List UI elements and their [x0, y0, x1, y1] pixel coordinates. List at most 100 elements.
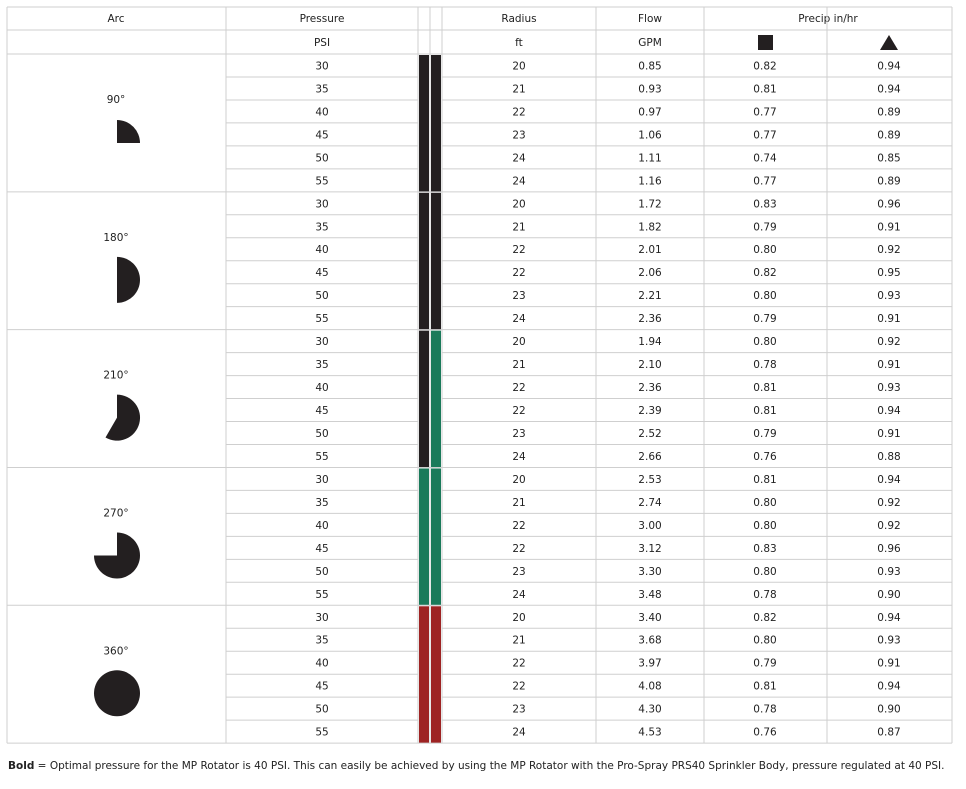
- cell: 22: [512, 681, 525, 693]
- cell: 0.91: [877, 359, 900, 371]
- cell: 0.77: [753, 129, 776, 141]
- cell: 0.96: [877, 198, 901, 210]
- cell: 0.87: [877, 727, 900, 739]
- cell: 23: [512, 704, 525, 716]
- cell: 0.74: [753, 152, 777, 164]
- cell: 0.93: [877, 635, 900, 647]
- cell: 55: [315, 313, 328, 325]
- cell: 35: [315, 83, 328, 95]
- cell: 0.91: [877, 428, 900, 440]
- cell: 0.77: [753, 175, 776, 187]
- cell: 2.53: [638, 474, 661, 486]
- cell: 3.68: [638, 635, 661, 647]
- cell: 0.94: [877, 405, 901, 417]
- header-precip: Precip in/hr: [798, 13, 858, 25]
- cell: 0.92: [877, 244, 900, 256]
- cell: 35: [315, 359, 328, 371]
- cell: 3.00: [638, 520, 661, 532]
- cell: 1.06: [638, 129, 662, 141]
- cell: 50: [315, 566, 328, 578]
- cell: 0.94: [877, 681, 901, 693]
- cell: 55: [315, 727, 328, 739]
- cell: 50: [315, 152, 328, 164]
- cell: 0.90: [877, 704, 900, 716]
- color-bar: [431, 192, 441, 330]
- cell: 0.85: [877, 152, 900, 164]
- cell: 55: [315, 175, 328, 187]
- cell: 4.08: [638, 681, 661, 693]
- cell: 0.83: [753, 543, 776, 555]
- cell: 0.79: [753, 428, 776, 440]
- cell: 2.52: [638, 428, 661, 440]
- cell: 0.93: [638, 83, 661, 95]
- cell: 4.53: [638, 727, 661, 739]
- cell: 50: [315, 704, 328, 716]
- cell: 30: [315, 336, 328, 348]
- cell: 30: [315, 612, 328, 624]
- cell: 30: [315, 474, 328, 486]
- arc-label: 270°: [103, 507, 128, 519]
- cell: 0.94: [877, 474, 901, 486]
- unit-ft: ft: [515, 37, 523, 49]
- cell: 20: [512, 336, 525, 348]
- cell: 50: [315, 290, 328, 302]
- cell: 3.40: [638, 612, 661, 624]
- cell: 2.10: [638, 359, 661, 371]
- color-bar: [431, 55, 441, 192]
- cell: 0.91: [877, 658, 900, 670]
- cell: 24: [512, 451, 526, 463]
- cell: 0.82: [753, 60, 776, 72]
- arc-label: 180°: [103, 232, 128, 244]
- cell: 22: [512, 244, 525, 256]
- cell: 0.94: [877, 60, 901, 72]
- unit-psi: PSI: [314, 37, 330, 49]
- cell: 55: [315, 451, 328, 463]
- cell: 24: [512, 589, 526, 601]
- cell: 22: [512, 658, 525, 670]
- cell: 21: [512, 83, 525, 95]
- cell: 0.81: [753, 382, 776, 394]
- cell: 21: [512, 359, 525, 371]
- cell: 35: [315, 221, 328, 233]
- cell: 22: [512, 267, 525, 279]
- cell: 2.66: [638, 451, 662, 463]
- cell: 0.77: [753, 106, 776, 118]
- footnote-bold: Bold: [8, 760, 34, 772]
- cell: 0.81: [753, 405, 776, 417]
- cell: 0.76: [753, 451, 777, 463]
- cell: 24: [512, 313, 526, 325]
- cell: 1.94: [638, 336, 662, 348]
- cell: 0.92: [877, 336, 900, 348]
- cell: 2.01: [638, 244, 661, 256]
- cell: 0.81: [753, 681, 776, 693]
- cell: 24: [512, 727, 526, 739]
- cell: 0.82: [753, 267, 776, 279]
- cell: 0.80: [753, 244, 776, 256]
- cell: 22: [512, 106, 525, 118]
- cell: 0.79: [753, 658, 776, 670]
- cell: 1.16: [638, 175, 662, 187]
- cell: 22: [512, 520, 525, 532]
- cell: 40: [315, 382, 328, 394]
- arc-label: 90°: [107, 94, 126, 106]
- header-radius: Radius: [501, 13, 536, 25]
- cell: 0.78: [753, 704, 776, 716]
- cell: 0.93: [877, 290, 900, 302]
- cell: 0.81: [753, 83, 776, 95]
- cell: 0.80: [753, 520, 776, 532]
- cell: 0.79: [753, 221, 776, 233]
- cell: 1.82: [638, 221, 661, 233]
- cell: 21: [512, 635, 525, 647]
- cell: 2.39: [638, 405, 661, 417]
- cell: 2.74: [638, 497, 662, 509]
- cell: 21: [512, 221, 525, 233]
- cell: 45: [315, 129, 328, 141]
- cell: 0.93: [877, 382, 900, 394]
- arc-label: 360°: [103, 645, 128, 657]
- header-arc: Arc: [107, 13, 124, 25]
- cell: 40: [315, 520, 328, 532]
- cell: 21: [512, 497, 525, 509]
- cell: 0.90: [877, 589, 900, 601]
- cell: 23: [512, 566, 525, 578]
